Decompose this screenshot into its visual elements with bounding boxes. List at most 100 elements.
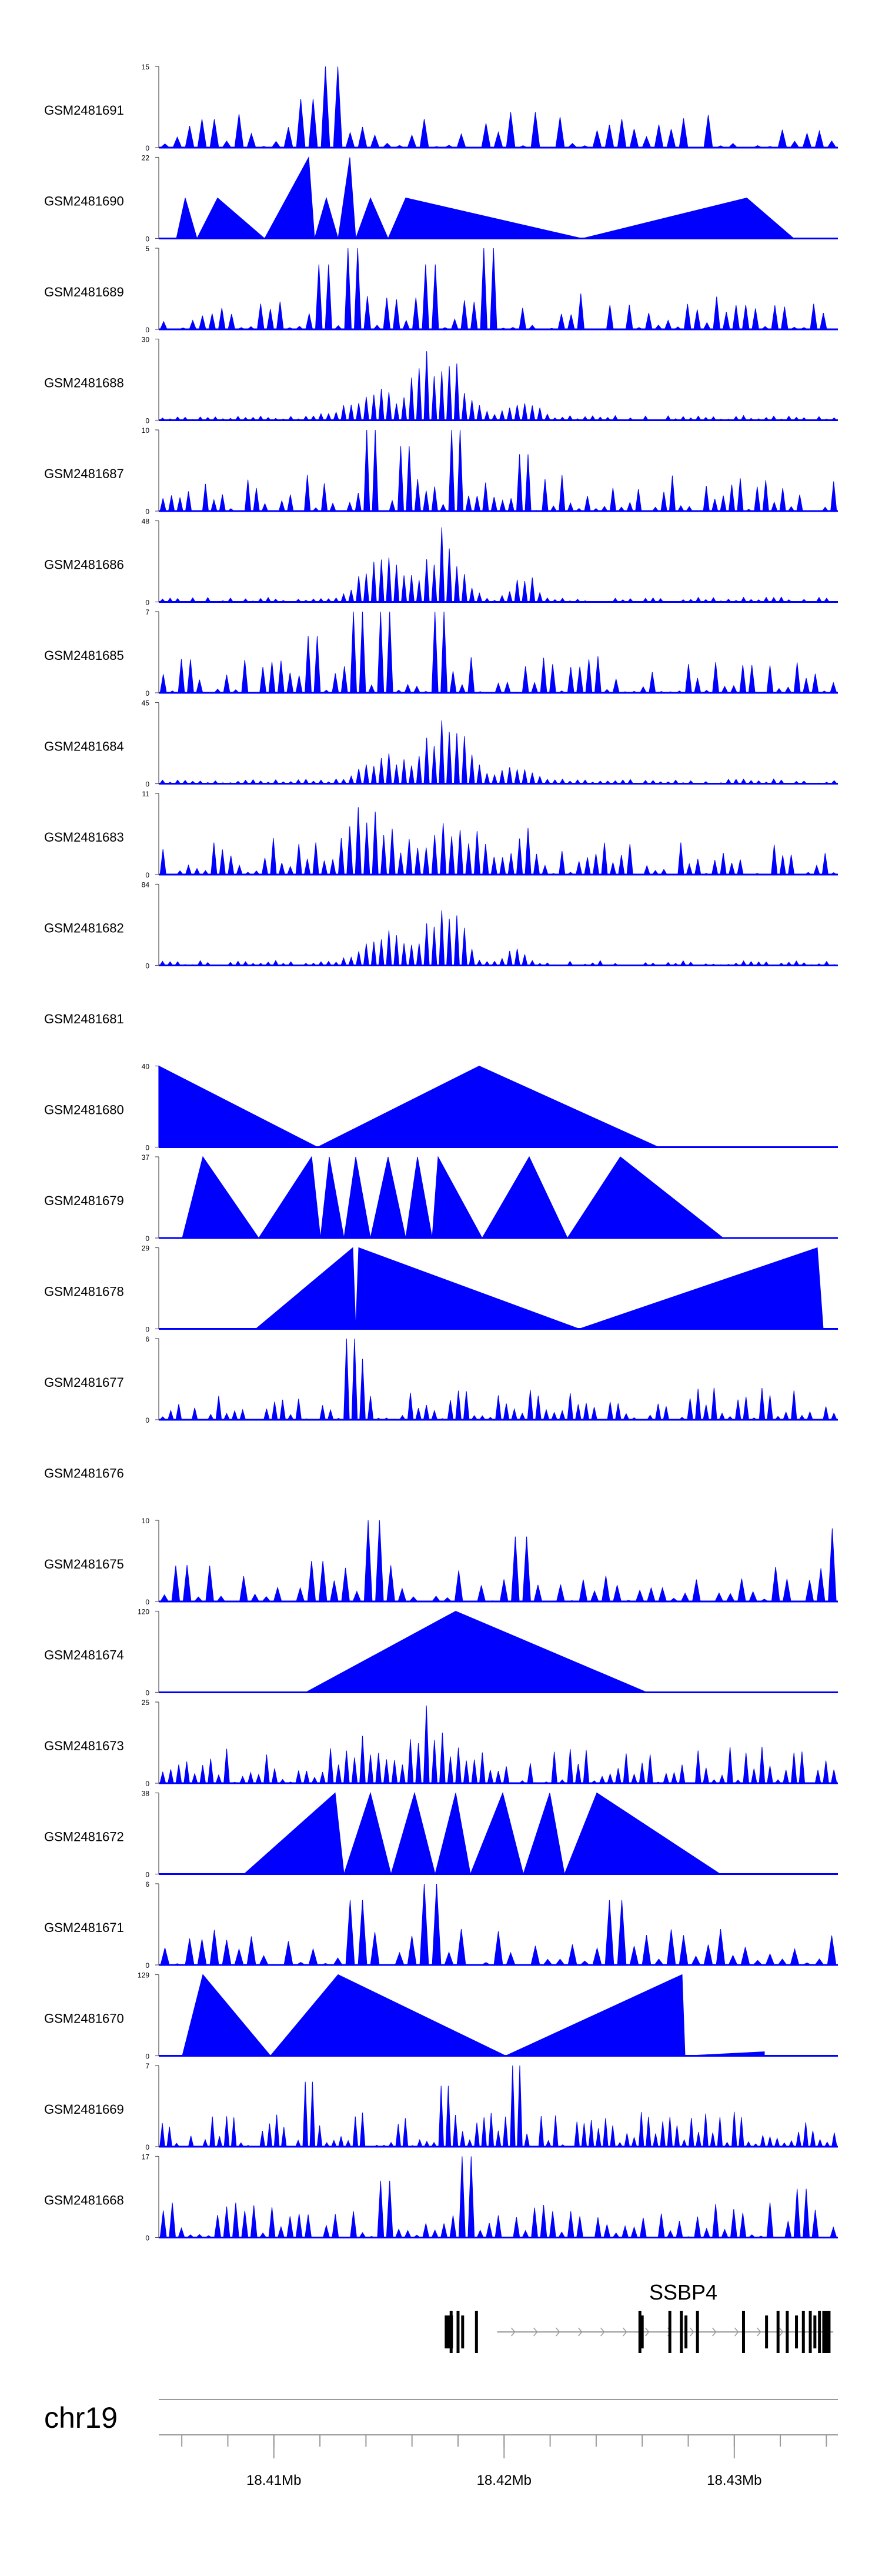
track-GSM2481676: GSM2481676 [44,1466,124,1481]
exon [786,2311,789,2353]
strand-arrow [555,2327,560,2337]
track-GSM2481681: GSM2481681 [44,1012,124,1026]
signal-area [305,1610,647,1693]
track-GSM2481690: GSM2481690 22 0 [44,154,838,243]
y-min-label: 0 [145,326,149,334]
track-label: GSM2481688 [44,376,124,391]
y-max-label: 38 [142,1790,150,1798]
track-GSM2481689: GSM2481689 5 0 [44,245,838,334]
signal-area [243,1791,721,1876]
track-label: GSM2481685 [44,648,124,663]
track-label: GSM2481683 [44,830,124,845]
track-label: GSM2481681 [44,1012,124,1026]
track-label: GSM2481691 [44,103,124,118]
track-GSM2481680: GSM2481680 40 0 [44,1063,838,1152]
exon [456,2311,460,2353]
track-label: GSM2481684 [44,739,124,754]
y-max-label: 120 [138,1608,149,1616]
y-max-label: 30 [142,336,150,344]
y-max-label: 7 [145,2062,149,2070]
track-GSM2481668: GSM2481668 17 0 [44,2153,838,2243]
y-min-label: 0 [145,871,149,879]
y-max-label: 45 [142,699,150,708]
track-label: GSM2481689 [44,285,124,299]
chromosome-label: chr19 [44,2401,118,2434]
y-max-label: 5 [145,245,149,253]
signal-area [159,2065,838,2147]
y-min-label: 0 [145,508,149,516]
signal-area [159,66,838,148]
y-min-label: 0 [145,1416,149,1424]
y-min-label: 0 [145,1598,149,1606]
strand-arrow [711,2327,717,2337]
exon [668,2311,671,2353]
track-label: GSM2481676 [44,1466,124,1481]
axis-tick-label: 18.43Mb [707,2472,761,2488]
y-max-label: 48 [142,518,150,526]
exon [776,2311,780,2353]
y-min-label: 0 [145,599,149,607]
signal-area [159,910,838,966]
exon [808,2311,812,2353]
track-GSM2481675: GSM2481675 10 0 [44,1517,838,1606]
y-min-label: 0 [145,2143,149,2151]
y-min-label: 0 [145,1326,149,1334]
exon [822,2311,831,2353]
y-max-label: 17 [142,2153,150,2161]
gene-name-label: SSBP4 [649,2280,717,2304]
exon [741,2311,745,2353]
exon [461,2315,465,2348]
y-min-label: 0 [145,235,149,243]
signal-area [159,1883,838,1966]
strand-arrow [779,2327,784,2337]
track-GSM2481669: GSM2481669 7 0 [44,2062,838,2151]
track-GSM2481677: GSM2481677 6 0 [44,1335,838,1424]
strand-arrow [510,2327,516,2337]
track-label: GSM2481680 [44,1103,124,1117]
y-max-label: 15 [142,63,150,71]
y-max-label: 22 [142,154,150,162]
signal-area [159,429,838,512]
y-max-label: 6 [145,1880,149,1888]
y-min-label: 0 [145,1234,149,1243]
signal-area [159,1338,838,1420]
signal-area [182,1974,765,2057]
track-GSM2481685: GSM2481685 7 0 [44,608,838,698]
track-label: GSM2481678 [44,1284,124,1299]
track-GSM2481682: GSM2481682 84 0 [44,881,838,970]
track-label: GSM2481671 [44,1920,124,1935]
y-max-label: 84 [142,881,150,889]
exon [640,2315,644,2348]
y-min-label: 0 [145,1871,149,1879]
strand-arrow [533,2327,538,2337]
y-max-label: 11 [142,790,150,798]
exon [475,2311,478,2353]
y-max-label: 6 [145,1335,149,1343]
track-GSM2481688: GSM2481688 30 0 [44,336,838,425]
y-min-label: 0 [145,144,149,152]
track-label: GSM2481673 [44,1739,124,1753]
signal-area [159,248,838,330]
strand-arrow [622,2327,627,2337]
strand-arrow [756,2327,761,2337]
track-label: GSM2481690 [44,194,124,209]
strand-arrow [734,2327,739,2337]
y-min-label: 0 [145,1961,149,1970]
y-min-label: 0 [145,962,149,970]
signal-tracks: GSM2481691150GSM2481690220GSM248168950GS… [44,63,838,2243]
track-GSM2481678: GSM2481678 29 0 [44,1244,838,1334]
y-min-label: 0 [145,1144,149,1152]
track-GSM2481686: GSM2481686 48 0 [44,518,838,607]
exon [696,2311,699,2353]
strand-arrow [644,2327,650,2337]
track-label: GSM2481687 [44,466,124,481]
y-min-label: 0 [145,417,149,425]
track-GSM2481671: GSM2481671 6 0 [44,1880,838,1970]
y-max-label: 25 [142,1699,150,1707]
strand-arrow [577,2327,583,2337]
track-label: GSM2481674 [44,1648,124,1663]
signal-area [159,807,838,875]
exon [638,2311,642,2353]
track-label: GSM2481679 [44,1193,124,1208]
